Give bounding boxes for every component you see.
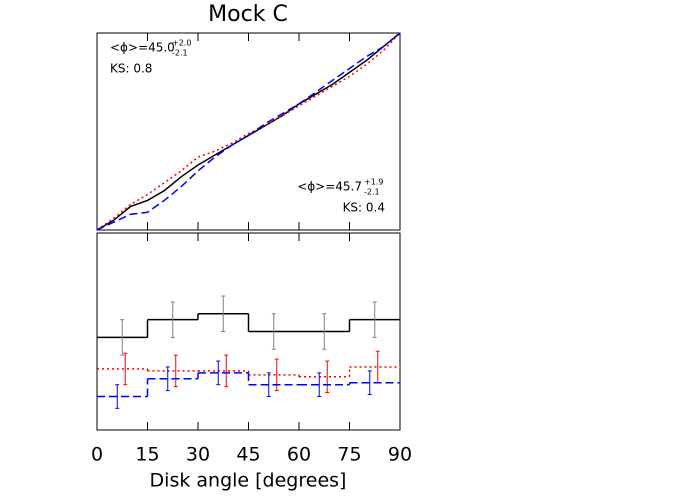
annotation: <ϕ>=45.0: [110, 41, 175, 55]
cumulative-line: [96, 32, 401, 231]
annotation: <ϕ>=45.7: [297, 180, 362, 194]
annotation-sup: +2.0: [172, 39, 191, 48]
x-tick-label: 75: [337, 444, 361, 466]
chart-title: Mock C: [208, 2, 288, 27]
annotation-sup: +1.9: [364, 178, 383, 187]
x-axis-label: Disk angle [degrees]: [150, 470, 347, 492]
annotation-sub: -2.1: [364, 188, 380, 197]
x-tick-label: 60: [287, 444, 311, 466]
x-tick-label: 90: [388, 444, 412, 466]
annotation-sub: -2.1: [172, 49, 188, 58]
cumulative-line: [96, 32, 401, 231]
x-tick-label: 15: [135, 444, 159, 466]
x-tick-label: 30: [186, 444, 210, 466]
x-tick-label: 45: [236, 444, 260, 466]
annotation-ks: KS: 0.8: [110, 62, 152, 76]
x-tick-label: 0: [91, 444, 103, 466]
annotation-ks: KS: 0.4: [343, 201, 385, 215]
